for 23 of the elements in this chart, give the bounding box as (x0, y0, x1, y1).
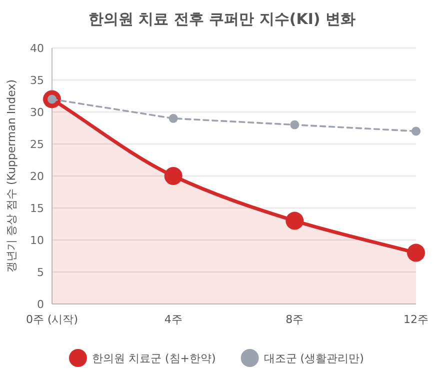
legend-label: 한의원 치료군 (침+한약) (92, 352, 216, 365)
legend-label: 대조군 (생활관리만) (264, 352, 364, 365)
y-axis-title: 갱년기 증상 점수 (Kupperman Index) (5, 80, 18, 272)
point (290, 120, 300, 130)
x-tick-label: 4주 (164, 313, 182, 326)
x-tick-label: 0주 (시작) (26, 313, 78, 326)
chart-title: 한의원 치료 전후 쿠퍼만 지수(KI) 변화 (88, 10, 356, 28)
y-tick-label: 30 (30, 106, 44, 119)
y-tick-label: 20 (30, 170, 44, 183)
point (168, 114, 178, 123)
y-tick-label: 40 (30, 42, 44, 55)
y-tick-label: 5 (37, 266, 44, 279)
point (286, 212, 304, 230)
point (412, 126, 420, 136)
y-tick-label: 15 (30, 202, 44, 215)
x-tick-label: 12주 (404, 313, 428, 326)
point (407, 244, 425, 262)
y-tick-label: 10 (30, 234, 44, 247)
y-tick-label: 0 (37, 298, 44, 311)
point (164, 167, 182, 185)
y-tick-label: 35 (30, 74, 44, 87)
y-tick-label: 25 (30, 138, 44, 151)
x-tick-label: 8주 (286, 313, 304, 326)
